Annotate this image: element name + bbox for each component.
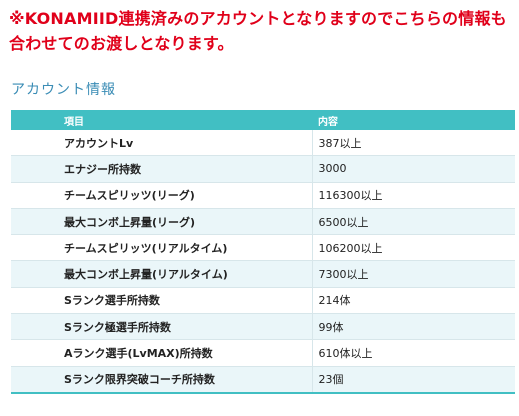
section-title: アカウント情報	[11, 82, 116, 98]
row-item: Sランク極選手所持数	[11, 313, 312, 341]
table-row: Sランク限界突破コーチ所持数 23個	[11, 366, 515, 394]
row-value: 6500以上	[311, 208, 515, 236]
account-notice: ※KONAMIID連携済みのアカウントとなりますのでこちらの情報も 合わせてのお…	[9, 6, 514, 56]
table-row: Aランク選手(LvMAX)所持数 610体以上	[11, 339, 515, 367]
row-value: 610体以上	[311, 339, 515, 367]
row-value: 23個	[311, 366, 515, 394]
table-row: Sランク極選手所持数 99体	[11, 313, 515, 341]
row-item: Sランク選手所持数	[11, 287, 312, 315]
notice-line-1: ※KONAMIID連携済みのアカウントとなりますのでこちらの情報も	[9, 9, 507, 28]
row-value: 7300以上	[311, 260, 515, 288]
row-value: 116300以上	[311, 182, 515, 209]
row-item: アカウントLv	[11, 130, 312, 157]
table-row: 最大コンボ上昇量(リアルタイム) 7300以上	[11, 260, 515, 288]
table-row: チームスピリッツ(リアルタイム) 106200以上	[11, 234, 515, 262]
row-value: 3000	[311, 155, 515, 183]
table-header-row: 項目 内容	[11, 110, 515, 130]
table-row: Sランク選手所持数 214体	[11, 287, 515, 315]
table-row: エナジー所持数 3000	[11, 155, 515, 183]
table-row: チームスピリッツ(リーグ) 116300以上	[11, 182, 515, 209]
row-value: 106200以上	[311, 234, 515, 262]
notice-line-2: 合わせてのお渡しとなります。	[9, 34, 234, 53]
row-item: 最大コンボ上昇量(リーグ)	[11, 208, 312, 236]
row-item: Sランク限界突破コーチ所持数	[11, 366, 312, 394]
header-value: 内容	[312, 110, 515, 130]
row-item: チームスピリッツ(リーグ)	[11, 182, 312, 209]
row-item: チームスピリッツ(リアルタイム)	[11, 234, 312, 262]
row-value: 214体	[311, 287, 515, 315]
table-row: 最大コンボ上昇量(リーグ) 6500以上	[11, 208, 515, 236]
header-item: 項目	[11, 110, 312, 130]
row-item: エナジー所持数	[11, 155, 312, 183]
account-info-table: 項目 内容 アカウントLv 387以上 エナジー所持数 3000 チームスピリッ…	[11, 110, 515, 394]
row-item: Aランク選手(LvMAX)所持数	[11, 339, 312, 367]
row-item: 最大コンボ上昇量(リアルタイム)	[11, 260, 312, 288]
row-value: 99体	[311, 313, 515, 341]
table-row: アカウントLv 387以上	[11, 130, 515, 157]
row-value: 387以上	[311, 130, 515, 157]
